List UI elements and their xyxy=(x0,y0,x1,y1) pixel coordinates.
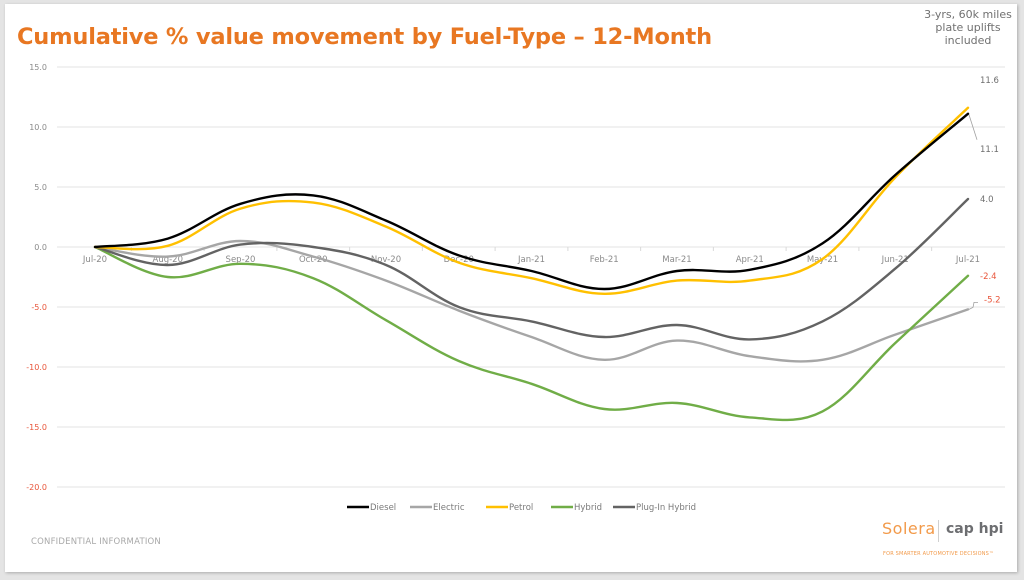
x-axis-ticks: Jul-20 Aug-20 Sep-20 Oct-20 Nov-20 Dec-20 Jan-… xyxy=(82,247,980,265)
x-tick-label: Nov-20 xyxy=(371,255,401,265)
y-tick-label: 0.0 xyxy=(34,243,47,252)
data-label-plug-in-hybrid: 4.0 xyxy=(980,195,994,205)
legend-item-plug-in-hybrid: Plug-In Hybrid xyxy=(613,503,696,513)
legend-label: Plug-In Hybrid xyxy=(636,503,696,513)
logo-tagline: FOR SMARTER AUTOMOTIVE DECISIONS™ xyxy=(883,551,995,557)
y-tick-label: 15.0 xyxy=(29,63,47,72)
leader-line xyxy=(968,114,978,140)
legend-item-diesel: Diesel xyxy=(347,503,396,513)
y-tick-label: -5.0 xyxy=(31,303,47,312)
data-label-electric: -5.2 xyxy=(984,295,1001,305)
chart-title: Cumulative % value movement by Fuel-Type… xyxy=(17,24,712,50)
y-tick-label: 10.0 xyxy=(29,123,47,132)
gridlines xyxy=(57,66,1005,488)
legend-item-hybrid: Hybrid xyxy=(551,503,602,513)
legend-item-electric: Electric xyxy=(410,503,465,513)
x-tick-label: Jul-21 xyxy=(955,255,980,265)
data-labels: 11.1 -5.2 11.6 -2.4 4.0 xyxy=(968,76,1001,310)
slide xyxy=(5,4,1017,572)
legend-label: Petrol xyxy=(509,503,533,513)
y-tick-label: 5.0 xyxy=(34,183,47,192)
confidential-footer: CONFIDENTIAL INFORMATION xyxy=(31,537,161,547)
legend-item-petrol: Petrol xyxy=(486,503,533,513)
legend-label: Diesel xyxy=(370,503,396,513)
y-tick-label: -15.0 xyxy=(26,423,47,432)
y-tick-label: -10.0 xyxy=(26,363,47,372)
x-tick-label: Jul-20 xyxy=(82,255,107,265)
series-line-electric xyxy=(93,239,970,363)
series-line-diesel xyxy=(93,112,970,291)
legend-label: Electric xyxy=(433,503,465,513)
data-label-petrol: 11.6 xyxy=(980,76,999,86)
legend: Diesel Electric Petrol Hybrid Plug-In Hybrid xyxy=(347,503,696,513)
data-label-hybrid: -2.4 xyxy=(980,272,997,282)
data-label-diesel: 11.1 xyxy=(980,145,999,155)
x-tick-label: Mar-21 xyxy=(662,255,691,265)
x-tick-label: Dec-20 xyxy=(444,255,474,265)
series-line-petrol xyxy=(93,106,970,296)
logo-divider xyxy=(938,520,939,542)
series-line-plug-in-hybrid xyxy=(93,197,970,341)
legend-label: Hybrid xyxy=(574,503,602,513)
solera-logo: Solera xyxy=(882,519,936,538)
x-tick-label: Aug-20 xyxy=(153,255,183,265)
x-tick-label: Apr-21 xyxy=(736,255,764,265)
series-line-hybrid xyxy=(93,245,970,422)
cap-hpi-logo: cap hpi xyxy=(946,521,1004,537)
x-tick-label: Sep-20 xyxy=(226,255,256,265)
y-tick-label: -20.0 xyxy=(26,483,47,492)
y-axis-ticks: 15.0 10.0 5.0 0.0 -5.0 -10.0 -15.0 -20.0 xyxy=(26,63,47,492)
chart-note: 3-yrs, 60k miles plate uplifts included xyxy=(924,8,1012,47)
leader-line xyxy=(968,301,978,310)
x-tick-label: Oct-20 xyxy=(299,255,328,265)
x-tick-label: Feb-21 xyxy=(590,255,619,265)
series-lines xyxy=(93,106,970,422)
x-tick-label: Jun-21 xyxy=(881,255,909,265)
x-tick-label: Jan-21 xyxy=(517,255,545,265)
